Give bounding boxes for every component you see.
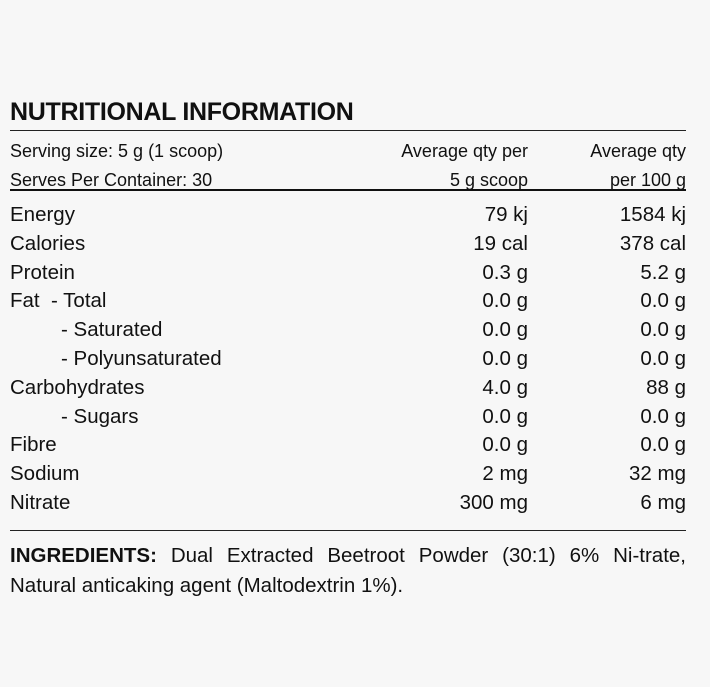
nutrient-per-serve: 2 mg [482, 462, 528, 486]
nutrient-per-100g: 32 mg [629, 462, 686, 486]
serving-info: Serving size: 5 g (1 scoop) Serves Per C… [10, 137, 330, 190]
nutrient-name: Sodium [10, 462, 80, 486]
nutrient-per-serve: 0.0 g [482, 289, 528, 313]
nutrient-row: Fat - Total 0.0 g 0.0 g [10, 287, 686, 316]
nutrient-per-serve: 0.0 g [482, 433, 528, 457]
nutrient-row: - Saturated 0.0 g 0.0 g [10, 316, 686, 345]
nutrient-rows: Energy 79 kj 1584 kj Calories 19 cal 378… [10, 191, 686, 531]
serving-size: Serving size: 5 g (1 scoop) [10, 141, 224, 161]
nutrient-row: - Sugars 0.0 g 0.0 g [10, 403, 686, 432]
nutrition-title: NUTRITIONAL INFORMATION [10, 96, 686, 131]
nutrient-name: - Saturated [61, 318, 163, 342]
nutrition-header: Serving size: 5 g (1 scoop) Serves Per C… [10, 131, 686, 191]
nutrient-name: Calories [10, 231, 86, 255]
nutrient-name: - Sugars [61, 404, 139, 428]
nutrient-name: Carbohydrates [10, 375, 145, 399]
nutrient-per-100g: 0.0 g [640, 289, 686, 313]
nutrient-per-100g: 1584 kj [619, 203, 686, 226]
nutrient-per-100g: 0.0 g [640, 404, 686, 428]
nutrient-row: Protein 0.3 g 5.2 g [10, 259, 686, 288]
nutrient-per-100g: 0.0 g [640, 346, 686, 370]
nutrient-per-serve: 79 kj [484, 203, 528, 226]
nutrition-panel: NUTRITIONAL INFORMATION Serving size: 5 … [10, 96, 686, 621]
nutrient-row: Sodium 2 mg 32 mg [10, 460, 686, 489]
nutrient-per-100g: 0.0 g [640, 318, 686, 342]
nutrient-row: Nitrate 300 mg 6 mg [10, 489, 686, 518]
per-serve-header: Average qty per 5 g scoop [330, 137, 528, 190]
ingredients-text: Dual Extracted Beetroot Powder (30:1) 6%… [10, 543, 686, 597]
nutrient-per-serve: 0.0 g [482, 318, 528, 342]
nutrient-row: Energy 79 kj 1584 kj [10, 201, 686, 230]
nutrient-row: Fibre 0.0 g 0.0 g [10, 431, 686, 460]
per-serve-header-line2: 5 g scoop [449, 170, 528, 190]
nutrient-name: Protein [10, 260, 75, 284]
ingredients-label: INGREDIENTS: [10, 543, 157, 567]
ingredients-paragraph: INGREDIENTS: Dual Extracted Beetroot Pow… [10, 541, 686, 601]
nutrient-per-serve: 4.0 g [482, 375, 528, 399]
serves-per-container: Serves Per Container: 30 [10, 170, 213, 190]
nutrient-per-100g: 5.2 g [640, 260, 686, 284]
nutrient-per-100g: 6 mg [640, 490, 686, 514]
nutrient-per-serve: 0.0 g [482, 404, 528, 428]
per-serve-header-line1: Average qty per [401, 141, 528, 161]
nutrient-name: Fat - Total [10, 289, 107, 313]
per-100g-header: Average qty per 100 g [528, 137, 686, 190]
nutrient-per-serve: 300 mg [459, 490, 528, 514]
nutrient-row: Carbohydrates 4.0 g 88 g [10, 374, 686, 403]
nutrient-row: Calories 19 cal 378 cal [10, 230, 686, 259]
nutrient-name: - Polyunsaturated [61, 346, 222, 370]
nutrient-per-serve: 0.3 g [482, 260, 528, 284]
nutrient-per-100g: 88 g [646, 375, 686, 399]
nutrient-name: Energy [10, 203, 75, 226]
nutrient-per-serve: 0.0 g [482, 346, 528, 370]
nutrient-per-100g: 0.0 g [640, 433, 686, 457]
nutrient-row: - Polyunsaturated 0.0 g 0.0 g [10, 345, 686, 374]
nutrient-per-100g: 378 cal [619, 231, 686, 255]
nutrient-name: Nitrate [10, 490, 71, 514]
per-100g-header-line2: per 100 g [609, 170, 686, 190]
nutrient-per-serve: 19 cal [473, 231, 528, 255]
per-100g-header-line1: Average qty [590, 141, 686, 161]
nutrient-name: Fibre [10, 433, 57, 457]
